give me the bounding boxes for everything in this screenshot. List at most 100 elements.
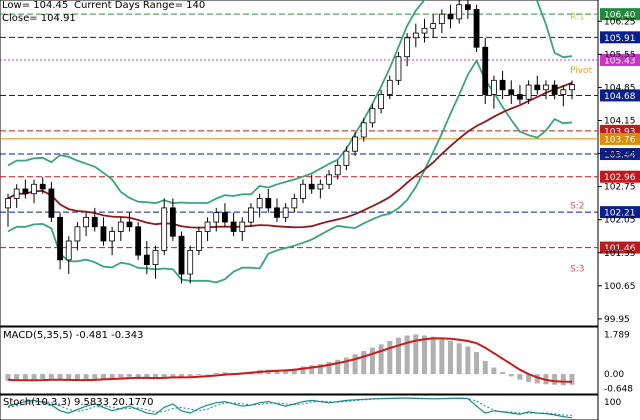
axis-tick-label: 106.25 [604, 17, 636, 27]
price-level-tag [600, 54, 640, 67]
candle-body [456, 4, 463, 20]
macd-bar [361, 350, 367, 375]
price-level-label: 103.93 [604, 127, 636, 137]
macd-bar [153, 374, 159, 379]
candle-body [48, 188, 55, 218]
axis-tick-label: 103.45 [604, 150, 636, 160]
price-level-tag [600, 31, 640, 44]
macd-panel: MACD(5,35,5) -0.481 -0.343 1.789 0.00 -0.6… [0, 326, 633, 395]
header-close: Close= 104.91 [2, 13, 76, 24]
candle-body [543, 84, 549, 91]
candle-body [230, 221, 237, 232]
macd-bar [92, 374, 98, 379]
macd-tick-label: -0.648 [604, 384, 633, 394]
price-level-tag [600, 132, 640, 145]
macd-bar [22, 374, 28, 381]
candle-body [560, 89, 567, 95]
axis-tick-label: 104.85 [604, 83, 636, 93]
price-level-tag [600, 241, 640, 254]
macd-bar [48, 374, 54, 379]
candle-body [308, 183, 315, 190]
macd-bar [31, 374, 37, 380]
candle-body [5, 198, 11, 209]
macd-bar [413, 334, 419, 375]
candle-body [117, 221, 124, 232]
candle-body [300, 183, 306, 199]
macd-bar [560, 374, 566, 386]
price-level-label: 105.43 [604, 57, 636, 67]
macd-bar [387, 341, 393, 375]
macd-bar [326, 362, 332, 375]
candle-body [213, 212, 220, 223]
macd-bar [144, 374, 150, 379]
candle-body [404, 37, 411, 58]
candle-body [152, 250, 159, 265]
macd-bar [126, 374, 132, 377]
macd-bar [66, 374, 72, 381]
candle-body [178, 235, 185, 275]
candle-body [187, 250, 194, 275]
stoch-tick-label: 100 [604, 398, 621, 408]
candle-body [161, 207, 168, 251]
macd-bar [274, 370, 280, 375]
candle-body [13, 188, 20, 199]
macd-bar [343, 357, 349, 375]
price-level-tag [600, 148, 640, 161]
axis-tick-label: 104.15 [604, 116, 636, 126]
macd-bar [456, 343, 462, 375]
candle-body [83, 216, 89, 228]
axis-tick-label: 102.75 [604, 183, 636, 193]
candle-body [534, 84, 541, 91]
macd-bar [118, 374, 124, 378]
macd-tick-label: 0.00 [604, 370, 624, 380]
axis-tick-label: 101.35 [604, 249, 636, 259]
macd-tick-label: 1.789 [604, 331, 630, 341]
candle-body [65, 240, 72, 261]
macd-bar [430, 336, 436, 375]
macd-bar [283, 369, 289, 375]
stoch-panel: Stoch(10,3,3) 9.5833 20.1770 100 [0, 394, 621, 420]
candle-body [195, 231, 202, 251]
candle-body [343, 150, 350, 166]
candle-body [447, 13, 454, 20]
macd-bar [74, 374, 80, 381]
macd-bar [517, 374, 523, 380]
candle-body [386, 79, 393, 95]
candle-body [126, 221, 133, 228]
axis-tick-label: 105.55 [604, 50, 636, 60]
macd-bar [135, 374, 141, 378]
candle-body [464, 4, 471, 10]
macd-bar [40, 374, 46, 379]
price-level-tag [600, 8, 640, 21]
macd-bar [369, 347, 375, 375]
macd-bar [309, 365, 315, 375]
macd-bar [335, 359, 341, 375]
macd-bar [552, 374, 558, 385]
candle-body [412, 32, 419, 39]
bollinger-lower [7, 58, 573, 284]
macd-bar [404, 335, 410, 375]
pivot-label: R:1 [570, 13, 585, 23]
stoch-title: Stoch(10,3,3) 9.5833 20.1770 [3, 397, 154, 408]
candle-body [143, 254, 150, 265]
candle-body [109, 231, 116, 242]
candle-body [204, 221, 211, 232]
candle-body [248, 207, 254, 223]
candle-body [135, 226, 142, 256]
macd-bar [291, 368, 297, 375]
candle-body [395, 56, 402, 81]
macd-bar [100, 374, 106, 379]
macd-title: MACD(5,35,5) -0.481 -0.343 [3, 330, 143, 341]
pivot-label: S:2 [570, 202, 584, 212]
macd-bar [500, 371, 506, 375]
macd-bar [526, 374, 532, 382]
candle-body [430, 23, 437, 29]
candle-body [499, 79, 506, 91]
candle-body [551, 84, 558, 95]
macd-bar [300, 366, 306, 375]
pivot-label: Pivot [570, 66, 593, 76]
candle-body [525, 84, 532, 100]
price-panel: R:1 Pivot S:2 S:3 [0, 0, 599, 327]
macd-bar [465, 346, 471, 375]
